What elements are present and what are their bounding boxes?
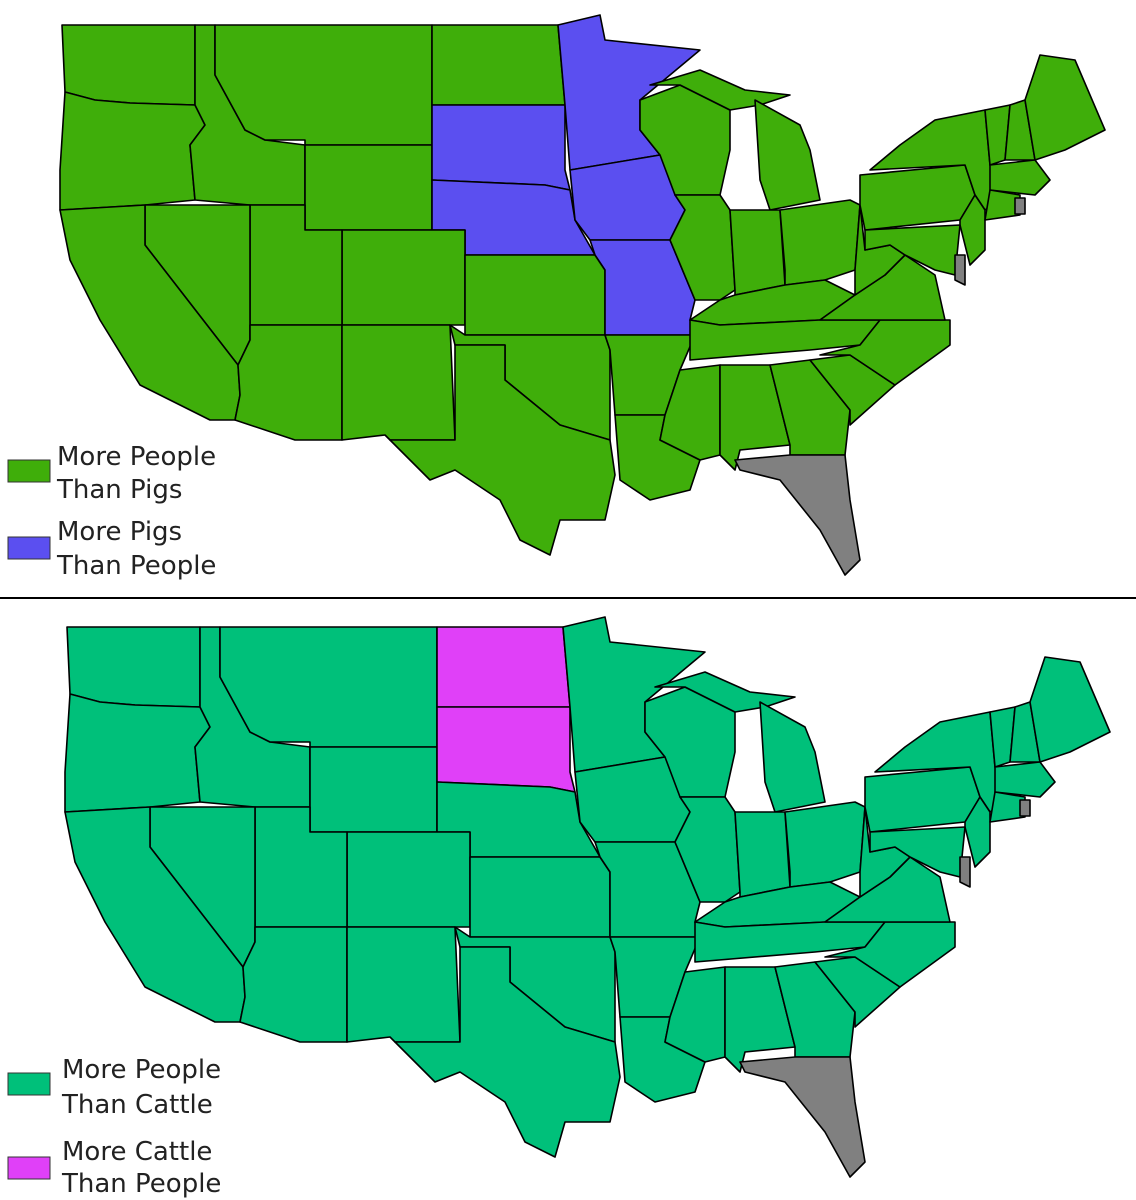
state [954, 254, 966, 286]
legend-label: Than Cattle [61, 1090, 213, 1120]
state [759, 701, 826, 813]
map-top [59, 14, 1106, 576]
state [431, 104, 571, 191]
legend-label: More People [62, 1055, 221, 1085]
state [1019, 799, 1031, 817]
legend-swatch [7, 1156, 51, 1180]
state [346, 831, 471, 928]
state [341, 324, 456, 441]
state [864, 766, 981, 833]
state [754, 99, 821, 211]
legend-swatch [7, 536, 51, 560]
state [989, 791, 1026, 823]
legend-label: More Pigs [57, 517, 182, 547]
legend-swatch [7, 1072, 51, 1096]
state [864, 224, 961, 276]
legend-label: Than People [56, 551, 216, 581]
legend-label: More People [57, 442, 216, 472]
legend-label: Than People [61, 1169, 221, 1199]
state [304, 144, 433, 231]
legend-swatch [7, 459, 51, 483]
state [729, 209, 786, 296]
state [959, 856, 971, 888]
state [341, 229, 466, 326]
state [469, 856, 611, 938]
state [784, 801, 866, 888]
state [779, 199, 861, 286]
state [734, 454, 861, 576]
state [309, 746, 438, 833]
state [389, 344, 616, 556]
state [964, 796, 991, 868]
state [989, 159, 1051, 196]
state [436, 626, 571, 708]
state [219, 626, 438, 748]
state [734, 811, 791, 898]
state [959, 194, 986, 266]
state [809, 354, 896, 426]
state [394, 946, 621, 1158]
state [431, 24, 566, 106]
state [869, 826, 966, 878]
state [464, 254, 606, 336]
legend-label: More Cattle [62, 1137, 212, 1167]
state [64, 693, 211, 813]
state [61, 24, 196, 106]
state [984, 189, 1021, 221]
state [824, 921, 956, 988]
legend-label: Than Pigs [56, 475, 182, 505]
state [346, 926, 461, 1043]
state [814, 956, 901, 1028]
state [239, 926, 348, 1043]
state [214, 24, 433, 146]
state [819, 319, 951, 386]
state [994, 761, 1056, 798]
state [234, 324, 343, 441]
state [66, 626, 201, 708]
state [739, 1056, 866, 1178]
state [436, 706, 576, 793]
map-bottom [64, 616, 1111, 1178]
state [1014, 197, 1026, 215]
state [59, 91, 206, 211]
state [859, 164, 976, 231]
